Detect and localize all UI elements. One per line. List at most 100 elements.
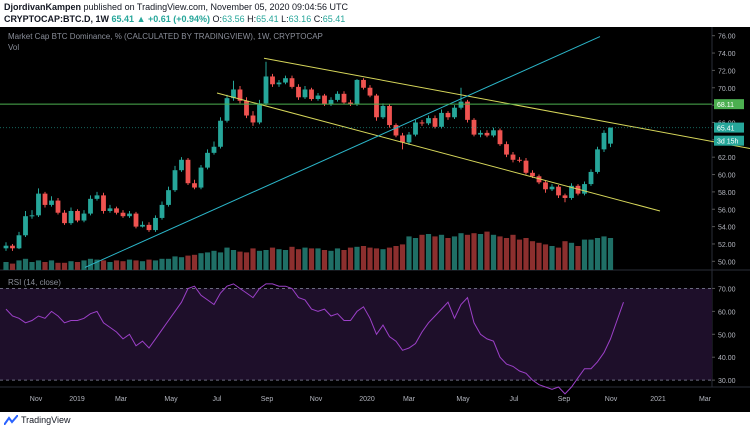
footer: TradingView xyxy=(0,412,750,431)
time-axis[interactable]: Nov 2019 Mar May Jul Sep Nov 2020 Mar May Jul Sep No… xyxy=(30,396,712,403)
volume-bar xyxy=(315,248,321,270)
candle-body xyxy=(419,122,425,124)
candle-body xyxy=(341,93,347,103)
candle-body xyxy=(23,216,28,236)
volume-bar xyxy=(529,241,536,270)
rsi-line xyxy=(5,283,624,395)
candle-body xyxy=(387,105,392,126)
candle-body xyxy=(101,195,106,211)
candle-body xyxy=(179,159,184,171)
candle-body xyxy=(478,132,483,135)
candle-body xyxy=(608,127,613,144)
candle-body xyxy=(49,200,54,205)
volume-bar xyxy=(588,239,594,270)
candle-body xyxy=(62,212,67,224)
price-axis[interactable]: 76.0074.0072.0070.0068.0066.0064.0062.00… xyxy=(712,34,744,385)
candle-body xyxy=(257,103,262,123)
candle-body xyxy=(601,132,607,150)
candle-body xyxy=(354,79,360,105)
candle-body xyxy=(218,120,223,147)
candle-body xyxy=(296,86,301,98)
chart-area[interactable]: 76.0074.0072.0070.0068.0066.0064.0062.00… xyxy=(0,27,750,412)
volume-bar xyxy=(289,246,295,270)
candle-body xyxy=(127,213,132,217)
price-label-text: 65.41 xyxy=(717,126,735,133)
candle-body xyxy=(172,170,178,191)
tradingview-logo[interactable]: TradingView xyxy=(4,415,71,425)
price-label-box xyxy=(714,135,744,146)
candle-body xyxy=(166,190,171,205)
candle-body xyxy=(367,87,373,96)
candle-body xyxy=(400,135,405,143)
time-tick-label: Mar xyxy=(699,396,712,403)
candle-body xyxy=(42,193,48,205)
candle-body xyxy=(517,159,522,161)
volume-bar xyxy=(204,252,211,270)
price-tick-label: 74.00 xyxy=(718,51,736,58)
volume-bar xyxy=(568,242,575,270)
volume-bar xyxy=(282,250,289,270)
price-tick-label: 54.00 xyxy=(718,225,736,232)
publish-info: DjordivanKampen published on TradingView… xyxy=(4,2,348,12)
volume-bar xyxy=(3,262,9,270)
candle-body xyxy=(114,208,119,213)
candle-body xyxy=(595,149,600,172)
candle-body xyxy=(322,95,327,105)
candle-body xyxy=(348,102,353,105)
candle-body xyxy=(361,79,366,88)
time-tick-label: 2019 xyxy=(69,396,85,403)
candle-body xyxy=(88,198,93,214)
volume-bar xyxy=(471,233,477,270)
candle-body xyxy=(497,130,503,145)
volume-bar xyxy=(256,250,263,270)
author-name[interactable]: DjordivanKampen xyxy=(4,2,82,12)
volume-bar xyxy=(328,250,334,270)
volume-bar xyxy=(575,246,581,270)
volume-bar xyxy=(373,248,380,270)
volume-bar xyxy=(191,254,198,270)
rsi-tick-label: 40.00 xyxy=(718,355,736,362)
price-tick-label: 56.00 xyxy=(718,207,736,214)
trendline-support-ascending xyxy=(84,36,601,268)
volume-bar xyxy=(94,259,100,270)
tradingview-logo-icon xyxy=(4,415,18,425)
candle-body xyxy=(283,78,288,83)
volume-bar xyxy=(42,262,48,270)
candle-body xyxy=(55,200,61,213)
volume-bar xyxy=(399,244,406,270)
volume-bar xyxy=(464,234,471,270)
volume-bar xyxy=(380,249,386,270)
candle-body xyxy=(224,98,230,121)
candle-body xyxy=(406,134,412,143)
price-tick-label: 50.00 xyxy=(718,259,736,266)
candle-body xyxy=(16,235,22,249)
volume-bar xyxy=(581,239,588,270)
volume-bar xyxy=(29,262,35,270)
candle-body xyxy=(393,125,399,136)
volume-label: Vol xyxy=(8,43,19,52)
trendline-channel-lower xyxy=(216,92,661,212)
last-price: 65.41 xyxy=(111,14,135,24)
publish-header: DjordivanKampen published on TradingView… xyxy=(0,0,750,28)
close-label: C: xyxy=(313,14,323,24)
time-tick-label: May xyxy=(164,396,178,403)
volume-bar xyxy=(497,236,503,270)
candle-body xyxy=(504,144,509,155)
chart-title: Market Cap BTC Dominance, % (CALCULATED … xyxy=(8,32,323,41)
candlestick-series[interactable] xyxy=(3,61,613,251)
volume-bar xyxy=(250,248,256,270)
candle-body xyxy=(211,146,217,153)
volume-bar xyxy=(516,239,523,270)
time-tick-label: Nov xyxy=(310,396,323,403)
price-tick-label: 70.00 xyxy=(718,86,736,93)
candle-body xyxy=(549,186,555,190)
volume-bar xyxy=(81,260,87,270)
candle-body xyxy=(244,100,249,116)
volume-bar xyxy=(126,259,133,270)
volume-bar xyxy=(510,234,516,270)
candle-body xyxy=(491,130,496,136)
price-label-text: 3d 15h xyxy=(717,139,739,146)
rsi-pane[interactable] xyxy=(0,283,712,395)
trendlines[interactable] xyxy=(0,36,750,268)
price-change: ▲ +0.61 (+0.94%) xyxy=(136,14,211,24)
